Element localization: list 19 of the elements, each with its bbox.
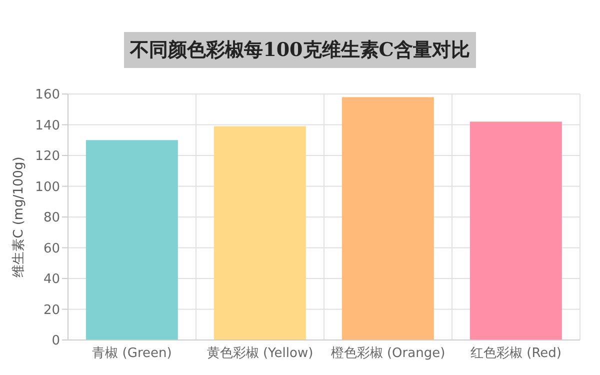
chart-title: 不同颜色彩椒每100克维生素C含量对比: [124, 32, 476, 68]
y-tick-label: 160: [35, 88, 60, 103]
bar: [86, 140, 178, 340]
y-tick-label: 80: [43, 210, 60, 226]
y-tick-label: 40: [43, 272, 60, 288]
y-tick-label: 60: [43, 241, 60, 256]
x-tick-label: 青椒 (Green): [92, 346, 172, 362]
x-tick-label: 红色彩椒 (Red): [470, 346, 562, 362]
bar: [470, 122, 562, 340]
x-tick-label: 黄色彩椒 (Yellow): [206, 346, 314, 362]
bar: [214, 126, 306, 340]
y-tick-label: 140: [35, 118, 60, 134]
y-tick-label: 100: [35, 180, 60, 195]
y-tick-label: 20: [43, 302, 60, 318]
bar: [342, 97, 434, 340]
y-tick-label: 0: [52, 334, 60, 349]
y-axis-title: 维生素C (mg/100g): [12, 156, 27, 278]
y-tick-label: 120: [35, 149, 60, 164]
x-tick-label: 橙色彩椒 (Orange): [330, 346, 446, 362]
